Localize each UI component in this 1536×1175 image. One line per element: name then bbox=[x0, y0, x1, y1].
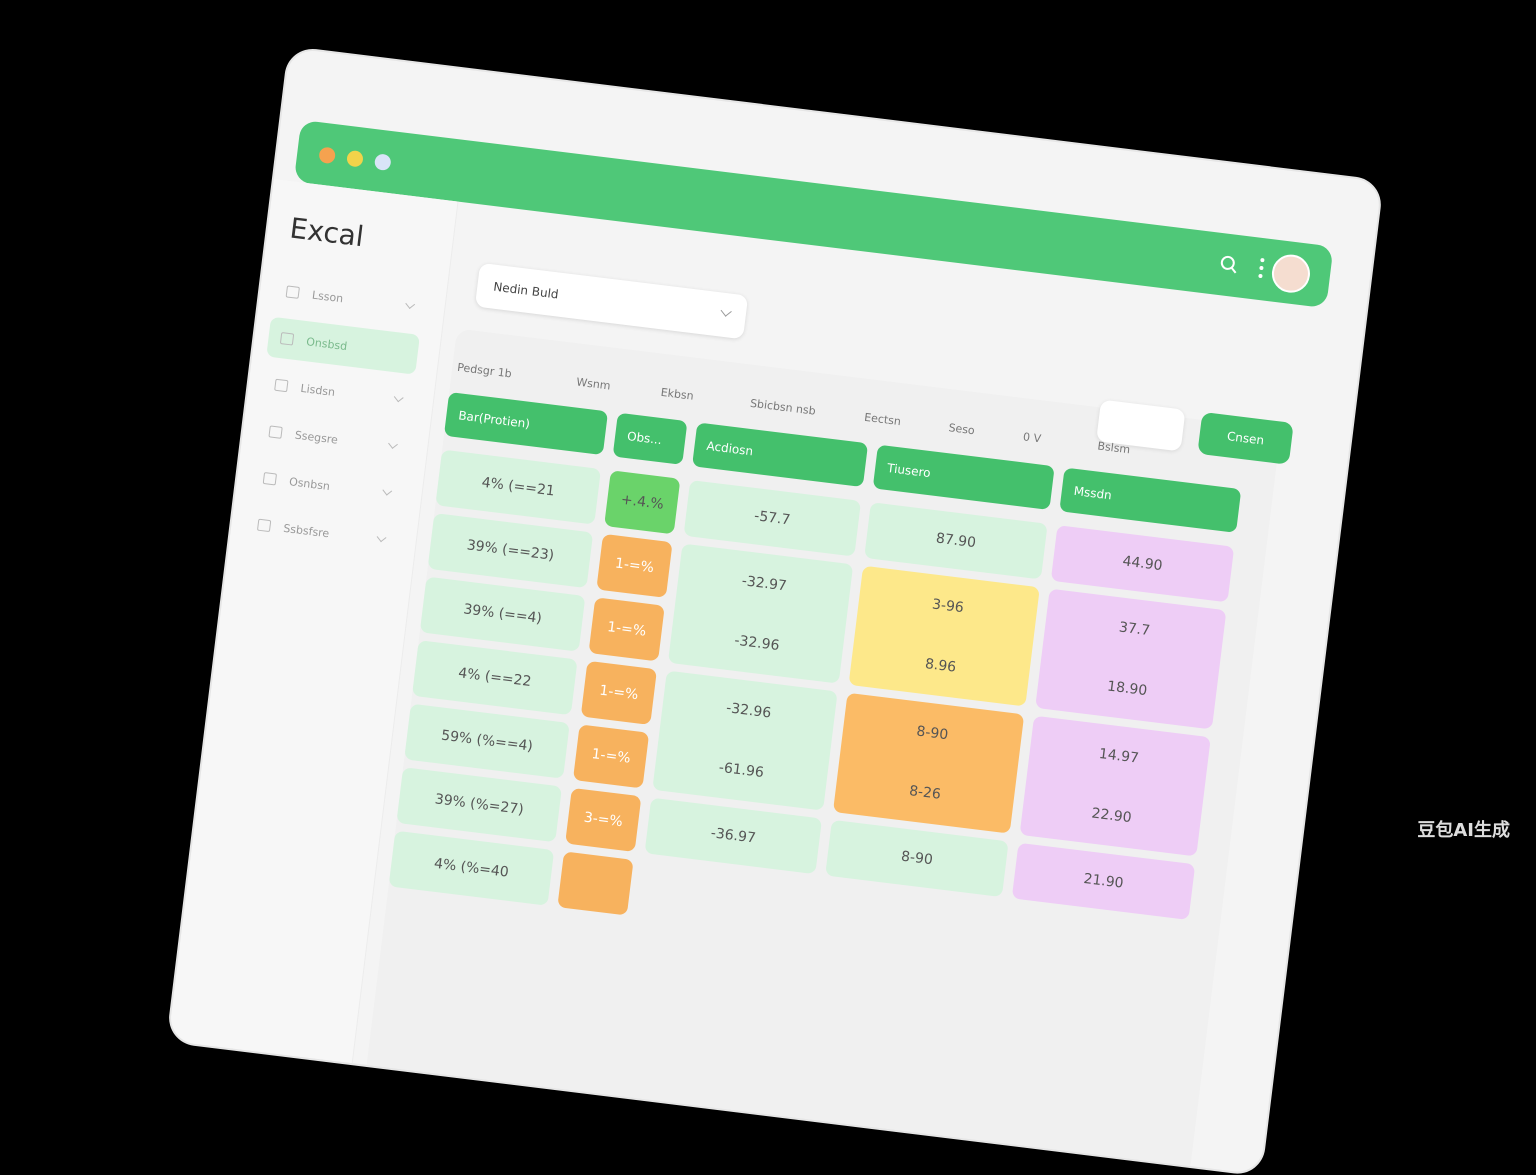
cell-value: 8-90 bbox=[900, 848, 934, 869]
cell-value: 8-26 bbox=[908, 783, 942, 803]
cell-value: 87.90 bbox=[935, 530, 977, 552]
cell-value: 22.90 bbox=[1090, 805, 1133, 827]
column-header[interactable]: 0 V bbox=[1022, 430, 1042, 446]
cell-value: 39% (%=27) bbox=[433, 791, 525, 819]
cell[interactable]: 8-90 8-26 bbox=[832, 692, 1025, 834]
cell-value: -32.96 bbox=[733, 632, 781, 655]
cell[interactable]: 3-=% bbox=[565, 787, 642, 852]
cell-value: 1-=% bbox=[598, 682, 640, 704]
cell-value: 21.90 bbox=[1082, 870, 1125, 892]
cell[interactable]: -32.97 -32.96 bbox=[667, 543, 854, 684]
cell[interactable]: 37.7 18.90 bbox=[1035, 588, 1227, 730]
menu-icon[interactable] bbox=[1257, 256, 1266, 281]
cell[interactable] bbox=[557, 851, 634, 916]
app-window: Excal Nedin Buld Cnsen Lsson Onsbsd Lisdsn… bbox=[168, 48, 1382, 1175]
cell[interactable]: -32.96 -61.96 bbox=[652, 670, 838, 811]
dropdown[interactable]: Nedin Buld bbox=[474, 262, 749, 340]
cell-value: 8-90 bbox=[915, 723, 950, 744]
cell-value: 14.97 bbox=[1097, 745, 1140, 767]
cell-value: 1-=% bbox=[590, 746, 632, 767]
cell-value: +.4.% bbox=[620, 491, 665, 513]
cell[interactable]: +.4.% bbox=[604, 470, 681, 535]
title-bar bbox=[293, 119, 1334, 309]
page: {"app_title": "Excal", "sidebar": {"item… bbox=[0, 0, 1536, 864]
cell[interactable]: 1-=% bbox=[596, 533, 673, 598]
cell-value: 37.7 bbox=[1118, 619, 1151, 640]
cell-value: 4% (%=40 bbox=[433, 855, 510, 881]
window-dot[interactable] bbox=[318, 146, 337, 165]
cell-value: -32.96 bbox=[725, 700, 773, 722]
cell[interactable]: 14.97 22.90 bbox=[1019, 715, 1211, 857]
cell[interactable]: 1-=% bbox=[572, 724, 650, 789]
cell-value: 18.90 bbox=[1106, 678, 1149, 700]
cell[interactable]: 3-96 8.96 bbox=[848, 565, 1040, 707]
watermark: 豆包AI生成 bbox=[1417, 820, 1510, 841]
cell-value: 4% (==22 bbox=[457, 665, 533, 691]
cell-value: 1-=% bbox=[606, 619, 647, 640]
avatar[interactable] bbox=[1269, 252, 1313, 295]
cell-value: 39% (==4) bbox=[462, 601, 543, 627]
cell-value: 1-=% bbox=[614, 555, 655, 577]
cell-value: 44.90 bbox=[1121, 553, 1164, 575]
column-tile[interactable]: Obs... bbox=[612, 412, 688, 465]
cell-value: 8.96 bbox=[924, 656, 957, 676]
cell-value: -57.7 bbox=[753, 508, 792, 529]
cell[interactable]: 1-=% bbox=[588, 597, 665, 662]
window-dot[interactable] bbox=[346, 149, 364, 168]
search-icon[interactable] bbox=[1217, 253, 1242, 278]
cell-value: 3-=% bbox=[582, 809, 624, 831]
cell-value: 4% (==21 bbox=[480, 474, 556, 500]
cell-value: 39% (==23) bbox=[465, 537, 555, 564]
window-dot[interactable] bbox=[373, 153, 392, 172]
cell-value: -32.97 bbox=[740, 573, 788, 595]
cell-value: -36.97 bbox=[709, 825, 757, 847]
cell-value: -61.96 bbox=[717, 759, 765, 782]
cell-value: 59% (%==4) bbox=[440, 727, 534, 755]
dropdown-label: Nedin Buld bbox=[492, 279, 560, 302]
cell[interactable]: 1-=% bbox=[580, 660, 658, 725]
cell-value: 3-96 bbox=[931, 596, 965, 617]
